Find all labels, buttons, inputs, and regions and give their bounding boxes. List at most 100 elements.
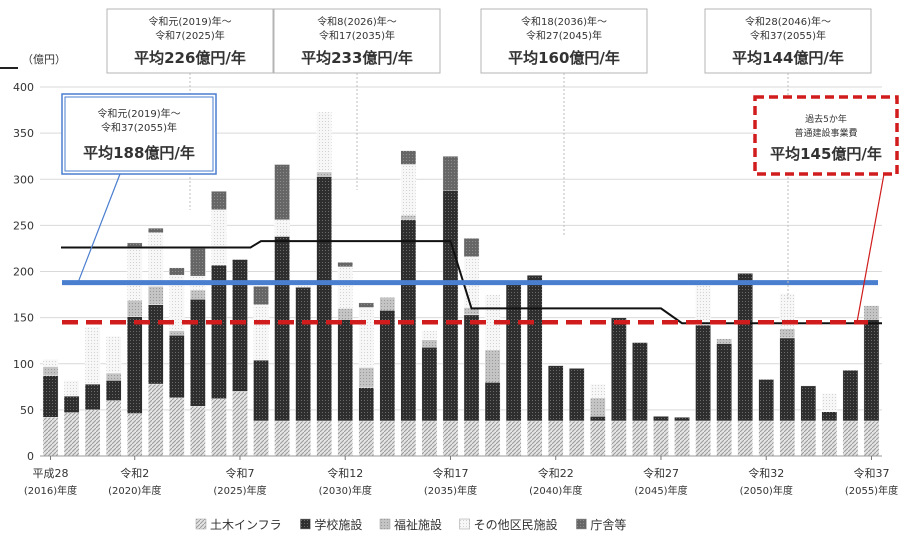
bar-school-2055 — [863, 319, 880, 422]
svg-text:令和18(2036)年～: 令和18(2036)年～ — [521, 15, 607, 28]
period-box-2: 令和8(2026)年～ 令和17(2035)年 平均233億円/年 — [273, 8, 441, 74]
bar-school-2028 — [295, 286, 311, 422]
x-tick-sublabel: (2035)年度 — [424, 484, 477, 497]
bar-welfare-2055 — [863, 305, 880, 320]
bar-office-2035 — [442, 155, 459, 191]
bar-other-2053 — [821, 393, 838, 412]
bar-school-2019 — [105, 380, 122, 401]
bar-welfare-2030 — [337, 308, 354, 320]
bar-other-2026 — [253, 304, 269, 361]
bar-welfare-2034 — [421, 339, 438, 348]
bar-civil-2049 — [737, 420, 753, 457]
total-average-box: 令和元(2019)年～ 令和37(2055)年 平均188億円/年 — [61, 93, 217, 175]
bar-school-2044 — [632, 342, 648, 422]
x-tick-label: 令和2 — [120, 466, 149, 480]
x-tick-sublabel: (2040)年度 — [529, 484, 582, 497]
svg-text:令和17(2035)年: 令和17(2035)年 — [319, 29, 395, 42]
bar-civil-2053 — [821, 420, 838, 457]
bar-school-2047 — [695, 324, 711, 422]
bar-school-2031 — [358, 387, 375, 422]
bar-office-2026 — [253, 286, 269, 305]
bar-school-2048 — [716, 343, 732, 422]
bar-civil-2033 — [400, 420, 417, 457]
bar-school-2036 — [463, 314, 480, 422]
svg-text:令和元(2019)年～: 令和元(2019)年～ — [97, 107, 180, 120]
bar-civil-2054 — [842, 420, 859, 457]
bar-welfare-2031 — [358, 367, 375, 388]
bar-office-2027 — [274, 164, 290, 221]
bar-civil-2036 — [463, 420, 480, 457]
bar-office-2022 — [169, 267, 185, 276]
bar-school-2051 — [779, 337, 796, 422]
bar-welfare-2033 — [400, 215, 417, 221]
bar-civil-2030 — [337, 420, 354, 457]
y-tick-label: 0 — [27, 450, 34, 463]
legend-swatch-other — [459, 518, 470, 530]
bar-school-2054 — [842, 370, 859, 422]
bar-welfare-2020 — [126, 299, 143, 317]
bar-civil-2022 — [169, 397, 185, 457]
line-period-average — [61, 240, 882, 325]
bar-welfare-2029 — [316, 171, 332, 177]
bar-civil-2044 — [632, 420, 648, 457]
y-tick-label: 250 — [13, 219, 34, 232]
x-tick-label: 令和22 — [538, 466, 574, 480]
x-axis-ticks: 平成28 (2016)年度 令和2 (2020)年度 令和7 (2025)年度 令和12 (2… — [24, 456, 898, 497]
bar-civil-2037 — [484, 420, 501, 457]
svg-text:平均145億円/年: 平均145億円/年 — [770, 145, 882, 163]
y-tick-label: 200 — [13, 266, 34, 279]
bar-other-2029 — [316, 111, 332, 173]
bar-civil-2025 — [232, 391, 248, 457]
bar-other-2019 — [105, 335, 122, 374]
bar-school-2027 — [274, 236, 290, 422]
y-axis-ticks: 0 50 100 150 200 250 300 350 400 — [13, 81, 34, 463]
bar-welfare-2019 — [105, 372, 122, 381]
svg-text:平均144億円/年: 平均144億円/年 — [732, 49, 844, 67]
y-tick-label: 100 — [13, 358, 34, 371]
x-tick-label: 令和37 — [853, 466, 889, 480]
svg-text:平均160億円/年: 平均160億円/年 — [508, 49, 620, 67]
bar-welfare-2016 — [42, 366, 59, 376]
bar-other-2018 — [84, 326, 101, 385]
period-box-3: 令和18(2036)年～ 令和27(2045)年 平均160億円/年 — [480, 8, 648, 74]
svg-text:令和37(2055)年: 令和37(2055)年 — [101, 121, 177, 134]
y-tick-label: 300 — [13, 173, 34, 186]
bar-school-2034 — [421, 346, 438, 422]
bar-school-2025 — [232, 259, 248, 392]
bar-civil-2020 — [126, 413, 143, 457]
bar-school-2022 — [169, 334, 185, 399]
bar-school-2046 — [674, 417, 690, 422]
bar-school-2029 — [316, 176, 332, 422]
svg-text:平均188億円/年: 平均188億円/年 — [83, 144, 195, 162]
bars — [42, 111, 880, 457]
bar-welfare-2042 — [590, 397, 606, 417]
svg-text:令和27(2045)年: 令和27(2045)年 — [526, 29, 602, 42]
bar-civil-2050 — [758, 420, 775, 457]
bar-school-2043 — [611, 317, 627, 422]
svg-text:令和8(2026)年～: 令和8(2026)年～ — [317, 15, 397, 28]
bar-civil-2043 — [611, 420, 627, 457]
bar-school-2049 — [737, 273, 753, 422]
bar-school-2021 — [147, 304, 164, 385]
period-box-1: 令和元(2019)年～ 令和7(2025)年 平均226億円/年 — [106, 8, 274, 74]
bar-civil-2051 — [779, 420, 796, 457]
bar-school-2032 — [379, 310, 396, 422]
svg-text:令和37(2055)年: 令和37(2055)年 — [750, 29, 826, 42]
bar-civil-2026 — [253, 420, 269, 457]
bar-office-2024 — [211, 191, 227, 210]
bar-other-2047 — [695, 280, 711, 326]
legend-swatch-office — [576, 518, 587, 530]
bar-office-2021 — [147, 227, 164, 233]
bar-office-2033 — [400, 150, 417, 165]
bar-civil-2052 — [800, 420, 817, 457]
bar-school-2040 — [547, 365, 564, 422]
y-tick-label: 350 — [13, 127, 34, 140]
bar-other-2031 — [358, 307, 375, 368]
bar-school-2017 — [63, 395, 80, 413]
bar-other-2051 — [779, 293, 796, 329]
bar-welfare-2048 — [716, 338, 732, 344]
bar-other-2033 — [400, 164, 417, 216]
x-tick-sublabel: (2045)年度 — [634, 484, 687, 497]
legend: 土木インフラ 学校施設 福祉施設 その他区民施設 庁舎等 — [195, 517, 626, 532]
